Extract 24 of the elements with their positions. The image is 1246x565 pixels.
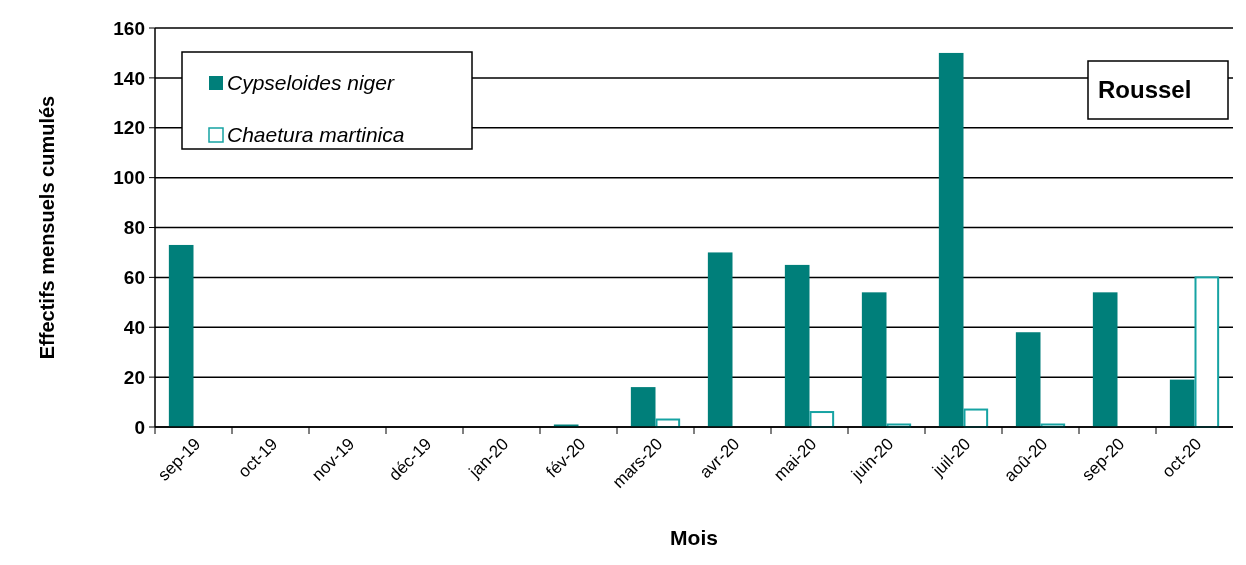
y-tick-label: 140 [113,67,145,89]
bar [630,387,656,427]
bar [168,244,194,427]
y-axis-title: Effectifs mensuels cumulés [36,95,58,360]
y-tick-label: 100 [113,167,145,189]
y-tick-label: 20 [123,366,145,388]
bar [784,264,810,427]
bar [1194,276,1220,428]
y-tick-label: 80 [123,217,145,239]
y-tick-label: 0 [134,416,145,438]
bar [1015,332,1041,427]
bar [707,252,733,427]
bar [861,292,887,427]
y-tick-label: 60 [123,267,145,289]
legend-label: Chaetura martinica [227,123,405,147]
bar [938,52,964,427]
bar [1092,292,1118,427]
annotation: Roussel [1098,76,1192,104]
bar [1169,379,1195,427]
y-tick-label: 120 [113,117,145,139]
legend-label: Cypseloides niger [227,71,395,95]
y-tick-label: 40 [123,316,145,338]
y-tick-label: 160 [113,17,145,39]
x-axis-title: Mois [670,526,718,549]
